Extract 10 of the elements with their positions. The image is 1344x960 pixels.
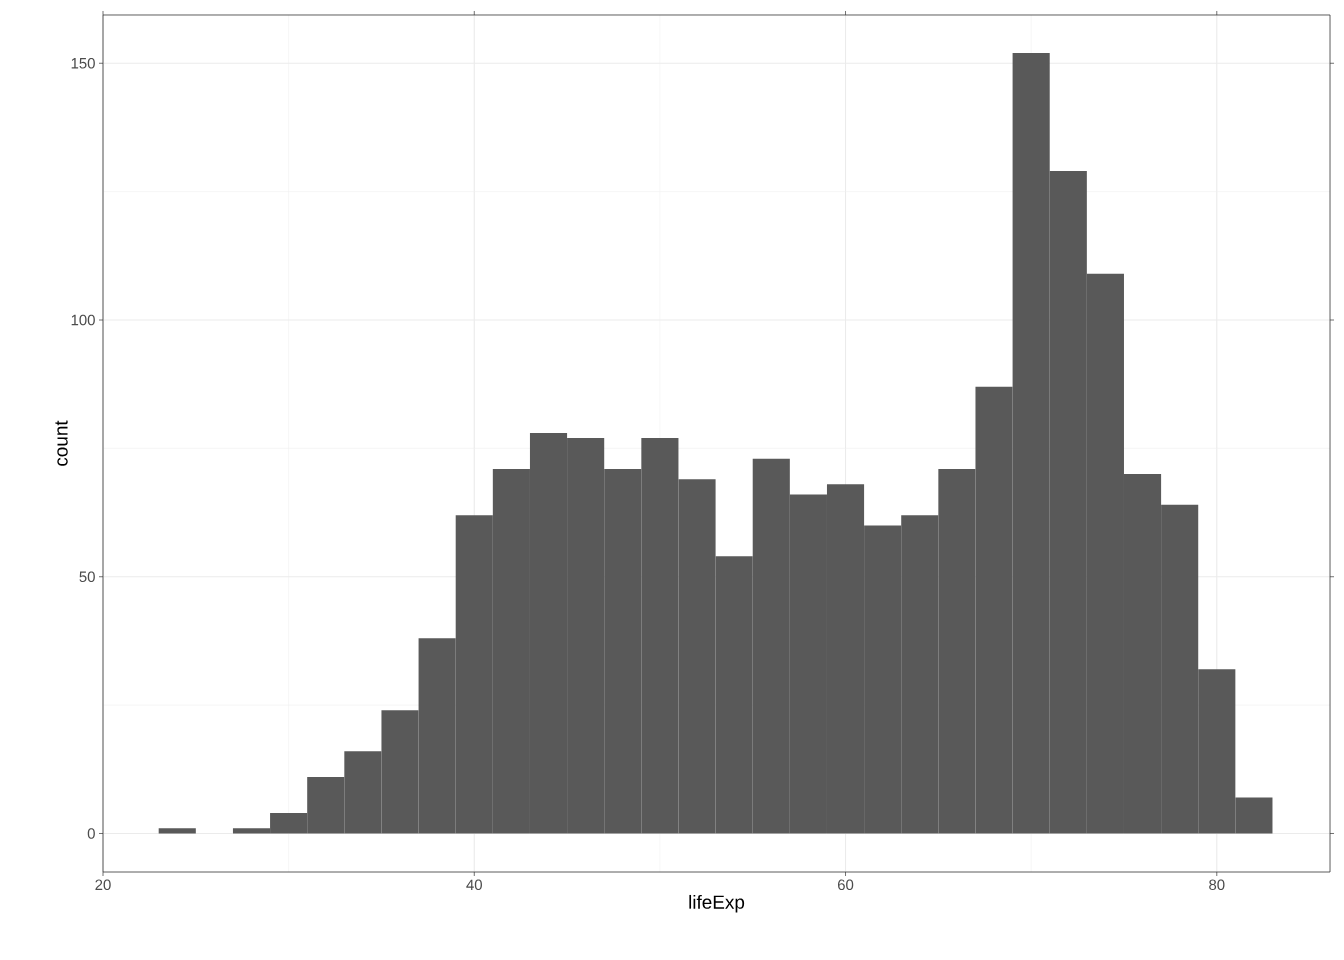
y-axis-title: count <box>55 420 68 466</box>
x-tick-label: 40 <box>466 879 482 891</box>
x-axis-title: lifeExp <box>689 894 745 913</box>
y-tick-label: 0 <box>87 828 95 839</box>
x-tick-label: 60 <box>837 879 854 891</box>
y-tick-label: 150 <box>71 57 95 69</box>
y-tick-label: 50 <box>79 571 95 583</box>
x-tick-label: 20 <box>95 879 111 891</box>
x-tick-label: 80 <box>1209 879 1225 891</box>
y-tick-label: 100 <box>71 314 95 326</box>
